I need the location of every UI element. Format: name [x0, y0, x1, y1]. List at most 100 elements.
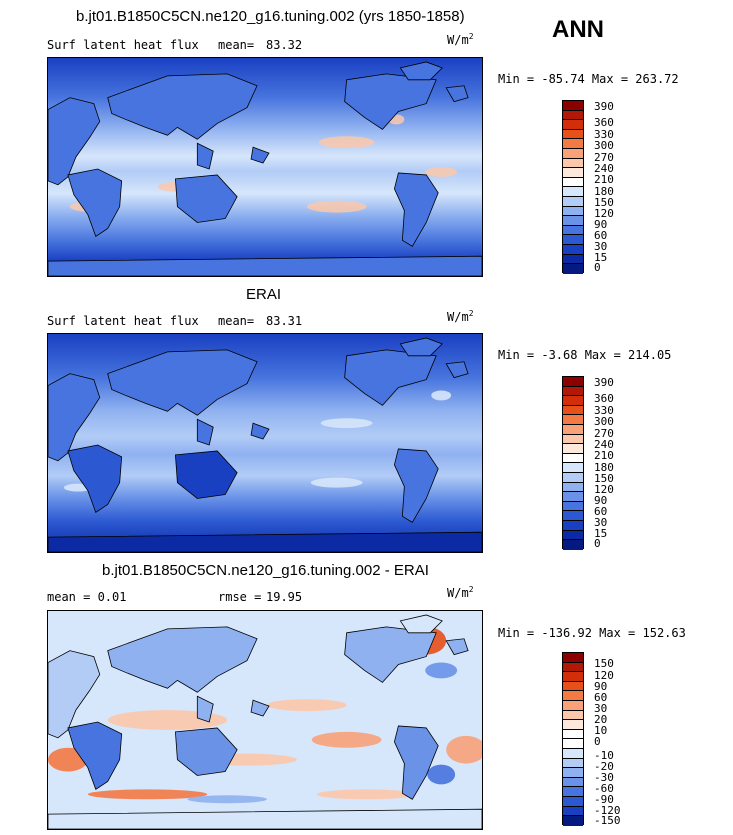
map-obs-svg: [48, 334, 482, 552]
colorbar-tick: 330: [594, 404, 614, 417]
colorbar-swatch: [563, 806, 583, 817]
colorbar-swatch: [563, 710, 583, 721]
colorbar-tick: 390: [594, 376, 614, 389]
colorbar-swatch: [563, 377, 583, 387]
colorbar-swatch: [563, 424, 583, 435]
colorbar-swatch: [563, 530, 583, 541]
colorbar-swatch: [563, 796, 583, 807]
colorbar-tick: 90: [594, 494, 608, 507]
colorbar-tick: 300: [594, 139, 614, 152]
colorbar-tick: 120: [594, 669, 614, 682]
colorbar-model: [562, 100, 584, 274]
colorbar-swatch: [563, 501, 583, 512]
colorbar-swatch: [563, 444, 583, 454]
colorbar-tick: 90: [594, 218, 608, 231]
colorbar-tick: 150: [594, 657, 614, 670]
colorbar-tick: 20: [594, 713, 608, 726]
colorbar-tick: -120: [594, 804, 621, 817]
colorbar-tick: 270: [594, 151, 614, 164]
colorbar-tick: 360: [594, 116, 614, 129]
colorbar-swatch: [563, 691, 583, 701]
colorbar-tick: 120: [594, 207, 614, 220]
colorbar-tick: 150: [594, 472, 614, 485]
colorbar-tick: 90: [594, 680, 608, 693]
colorbar-swatch: [563, 511, 583, 521]
variable-label-model: Surf latent heat flux: [47, 38, 199, 52]
colorbar-swatch: [563, 225, 583, 236]
colorbar-tick: 60: [594, 229, 608, 242]
colorbar-swatch: [563, 187, 583, 197]
mean-label-obs: mean=: [218, 314, 255, 328]
colorbar-diff: [562, 652, 584, 826]
colorbar-tick: 240: [594, 162, 614, 175]
colorbar-swatch: [563, 386, 583, 397]
colorbar-swatch: [563, 662, 583, 673]
panel-title-diff: b.jt01.B1850C5CN.ne120_g16.tuning.002 - …: [102, 562, 429, 579]
mean-value-obs: 83.31: [266, 314, 303, 328]
colorbar-swatch: [563, 777, 583, 788]
panel-title-model: b.jt01.B1850C5CN.ne120_g16.tuning.002 (y…: [76, 8, 465, 25]
colorbar-swatch: [563, 148, 583, 159]
colorbar-swatch: [563, 158, 583, 169]
colorbar-swatch: [563, 672, 583, 682]
colorbar-swatch: [563, 120, 583, 130]
colorbar-tick: 180: [594, 461, 614, 474]
map-obs: [47, 333, 483, 553]
colorbar-tick: 210: [594, 173, 614, 186]
colorbar-swatch: [563, 453, 583, 464]
colorbar-swatch: [563, 264, 583, 274]
map-model: [47, 57, 483, 277]
minmax-label-diff: Min = -136.92 Max = 152.63: [498, 626, 686, 640]
colorbar-swatch: [563, 720, 583, 730]
rmse-label-diff: rmse =: [218, 590, 262, 604]
mean-label-model: mean=: [218, 38, 255, 52]
colorbar-swatch: [563, 653, 583, 663]
colorbar-tick: 0: [594, 261, 601, 274]
colorbar-tick: -20: [594, 760, 614, 773]
rmse-value-diff: 19.95: [266, 590, 303, 604]
colorbar-swatch: [563, 206, 583, 217]
mean-value-model: 83.32: [266, 38, 303, 52]
map-diff: [47, 610, 483, 830]
colorbar-tick: 15: [594, 251, 608, 264]
colorbar-tick: 15: [594, 527, 608, 540]
panel-title-obs: ERAI: [246, 286, 282, 303]
unit-label-obs: W/m2: [447, 309, 474, 324]
colorbar-swatch: [563, 405, 583, 416]
colorbar-swatch: [563, 139, 583, 149]
colorbar-tick: 300: [594, 415, 614, 428]
colorbar-swatch: [563, 729, 583, 740]
colorbar-swatch: [563, 434, 583, 445]
colorbar-tick: -90: [594, 793, 614, 806]
colorbar-tick: -150: [594, 814, 621, 827]
unit-label-diff: W/m2: [447, 585, 474, 600]
colorbar-swatch: [563, 520, 583, 531]
colorbar-swatch: [563, 758, 583, 769]
colorbar-tick: 150: [594, 196, 614, 209]
colorbar-swatch: [563, 216, 583, 226]
colorbar-swatch: [563, 168, 583, 178]
colorbar-swatch: [563, 254, 583, 265]
colorbar-tick: 60: [594, 691, 608, 704]
colorbar-swatch: [563, 681, 583, 692]
colorbar-swatch: [563, 415, 583, 425]
colorbar-tick: 120: [594, 483, 614, 496]
colorbar-swatch: [563, 244, 583, 255]
colorbar-tick: 270: [594, 427, 614, 440]
colorbar-swatch: [563, 492, 583, 502]
colorbar-swatch: [563, 748, 583, 759]
colorbar-swatch: [563, 472, 583, 483]
colorbar-swatch: [563, 768, 583, 778]
colorbar-swatch: [563, 700, 583, 711]
colorbar-tick: 0: [594, 735, 601, 748]
minmax-label-model: Min = -85.74 Max = 263.72: [498, 72, 679, 86]
season-label: ANN: [552, 16, 604, 43]
colorbar-swatch: [563, 739, 583, 749]
colorbar-tick: 210: [594, 449, 614, 462]
colorbar-swatch: [563, 816, 583, 826]
map-diff-svg: [48, 611, 482, 829]
colorbar-swatch: [563, 101, 583, 111]
colorbar-swatch: [563, 463, 583, 473]
colorbar-swatch: [563, 787, 583, 797]
colorbar-tick: 180: [594, 185, 614, 198]
